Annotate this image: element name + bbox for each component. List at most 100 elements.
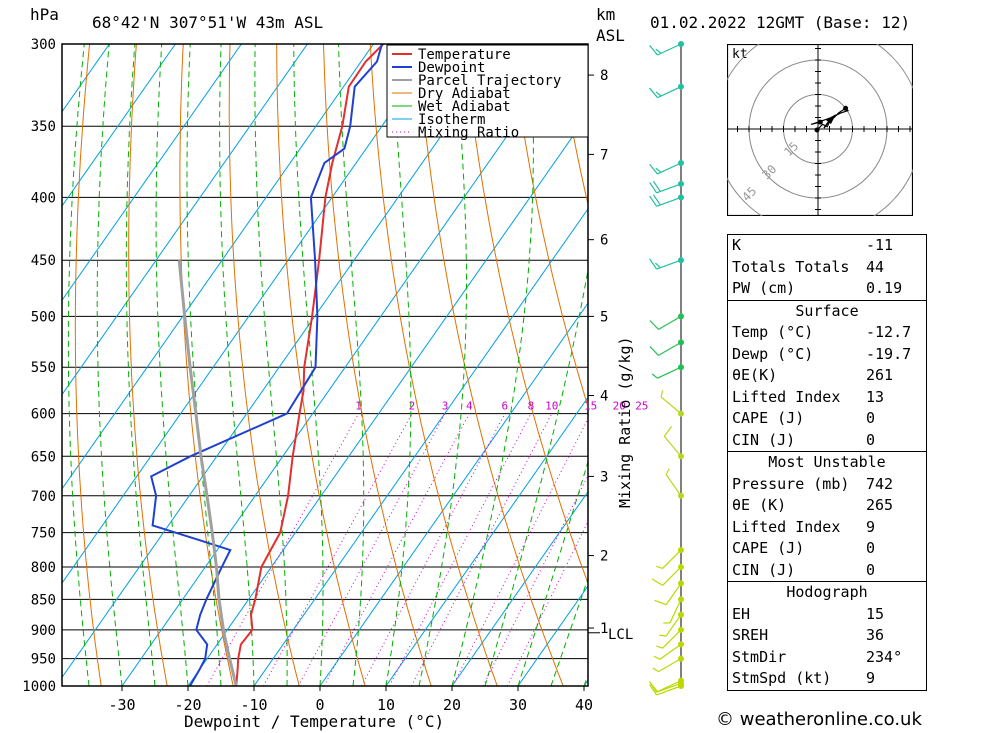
wind-barb-flag: [649, 195, 658, 207]
dewpoint-line: [150, 44, 383, 686]
isotherm-line: [62, 44, 176, 207]
footer-credit[interactable]: © weatheronline.co.uk: [716, 709, 922, 730]
wind-barb: [665, 614, 682, 637]
wind-barb: [658, 658, 682, 673]
hodograph-top-dot: [843, 105, 849, 111]
datetime-title: 01.02.2022 12GMT (Base: 12): [650, 13, 910, 32]
stat-label: Pressure (mb): [732, 474, 850, 493]
wind-barb: [657, 86, 682, 99]
surface-heading: Surface: [728, 299, 926, 323]
height-tick-label: 4: [600, 389, 608, 405]
stat-label: CIN (J): [732, 430, 796, 449]
stat-label: θE (K): [732, 496, 787, 514]
pressure-label: 600: [31, 407, 56, 423]
stat-value: -19.7: [866, 344, 912, 363]
wind-profile: [649, 41, 684, 696]
mixing-ratio-line: [452, 417, 588, 686]
stat-mu-cin: CIN (J) 0: [728, 560, 926, 582]
hodograph-trace: [810, 105, 850, 133]
stat-surface-dewp: Dewp (°C) -19.7: [728, 344, 926, 366]
mixing-ratio-label: 4: [466, 400, 473, 413]
legend-dewpoint: Dewpoint: [418, 60, 485, 76]
height-tick-label: 1: [600, 621, 608, 637]
stat-label: CIN (J): [732, 560, 796, 579]
pressure-label: 400: [31, 190, 56, 206]
stat-storm-speed: StmSpd (kt) 9: [728, 668, 926, 690]
stat-label: K: [732, 236, 742, 254]
stat-label: EH: [732, 604, 751, 623]
mixing-ratio-line: [262, 413, 413, 686]
wind-barb: [662, 549, 682, 569]
hodograph-unit: kt: [732, 47, 748, 62]
dry-adiabat-line: [932, 44, 1000, 686]
x-tick-label: -10: [240, 696, 267, 714]
stat-value: 9: [866, 669, 876, 687]
wind-barb-flag: [649, 258, 658, 270]
dry-adiabat-line: [128, 44, 168, 686]
wet-adiabat-line: [186, 44, 222, 686]
temperature-axis: -30 -20 -10 0 10 20 30 40: [108, 686, 593, 714]
mixing-ratio-label: 15: [584, 400, 597, 413]
wet-adiabat-line: [338, 44, 365, 686]
isotherm-line: [253, 207, 588, 686]
stat-surface-lifted-index: Lifted Index 13: [728, 387, 926, 409]
wet-adiabat-line: [385, 44, 412, 686]
stat-surface-cape: CAPE (J) 0: [728, 408, 926, 430]
hodograph-end-dot: [817, 119, 823, 125]
wind-barb-flag: [652, 194, 661, 206]
x-tick-label: -30: [108, 696, 135, 714]
wet-adiabat-line: [254, 44, 288, 686]
legend-dry-adiabat: Dry Adiabat: [418, 86, 511, 102]
wind-barb-flag: [652, 667, 659, 673]
wet-adiabat-line: [125, 44, 156, 686]
wind-barb-flag: [656, 645, 663, 649]
wind-barb-flag: [653, 655, 660, 660]
mixing-ratio-label: 6: [502, 400, 509, 413]
wind-barb-flag: [649, 87, 658, 99]
wind-barb: [656, 259, 682, 270]
isotherm-line: [62, 44, 374, 490]
legend-mixing-ratio: Mixing Ratio: [418, 125, 519, 141]
lcl-label: LCL: [608, 627, 633, 643]
isotherm-line: [451, 490, 588, 686]
x-tick-label: 10: [377, 696, 395, 714]
stat-surface-cin: CIN (J) 0: [728, 430, 926, 452]
wind-barb: [658, 341, 682, 356]
stat-mu-lifted-index: Lifted Index 9: [728, 517, 926, 539]
x-tick-label: 20: [443, 696, 461, 714]
pressure-label: 1000: [22, 679, 56, 695]
stat-surface-theta-e: θE(K) 261: [728, 365, 926, 387]
height-tick-label: 2: [600, 549, 608, 565]
parcel-trajectory-line: [177, 260, 238, 686]
wind-barb-flag: [663, 426, 673, 437]
wind-barb-flag: [649, 45, 658, 56]
wet-adiabat-line: [451, 44, 534, 686]
plot-frame: [61, 43, 589, 687]
wind-barb: [656, 183, 682, 194]
stat-label: StmDir: [732, 647, 787, 666]
stats-table: K -11 Totals Totals 44 PW (cm) 0.19 Surface…: [727, 234, 927, 691]
stat-value: 44: [866, 257, 885, 276]
pressure-label: 500: [31, 309, 56, 325]
dry-adiabat-line: [979, 44, 1000, 686]
wind-barb-flag: [649, 163, 658, 175]
stat-surface-temp: Temp (°C) -12.7: [728, 322, 926, 344]
dry-adiabat-line: [416, 44, 564, 686]
height-tick-label: 3: [600, 469, 608, 485]
wind-barb: [660, 396, 682, 415]
isotherm-line: [62, 44, 440, 585]
stat-value: 742: [866, 474, 894, 493]
wind-barb: [665, 583, 682, 606]
pressure-label: 750: [31, 526, 56, 542]
pressure-label: 550: [31, 360, 56, 376]
stat-label: Lifted Index: [732, 387, 841, 406]
wind-barb: [662, 566, 682, 586]
storm-origin-dot: [814, 127, 820, 133]
mixing-ratio-label: 3: [442, 400, 449, 413]
wind-barb-flag: [665, 468, 670, 475]
wind-barb: [657, 366, 682, 379]
dry-adiabat-line: [323, 44, 432, 686]
pressure-label: 850: [31, 592, 56, 608]
stat-value: 0: [866, 409, 876, 427]
most-unstable-heading: Most Unstable: [728, 451, 926, 474]
